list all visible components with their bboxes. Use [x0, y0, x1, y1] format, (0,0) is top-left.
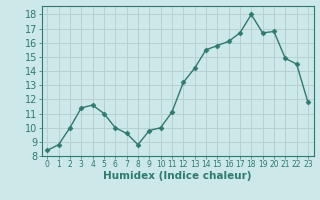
- X-axis label: Humidex (Indice chaleur): Humidex (Indice chaleur): [103, 171, 252, 181]
